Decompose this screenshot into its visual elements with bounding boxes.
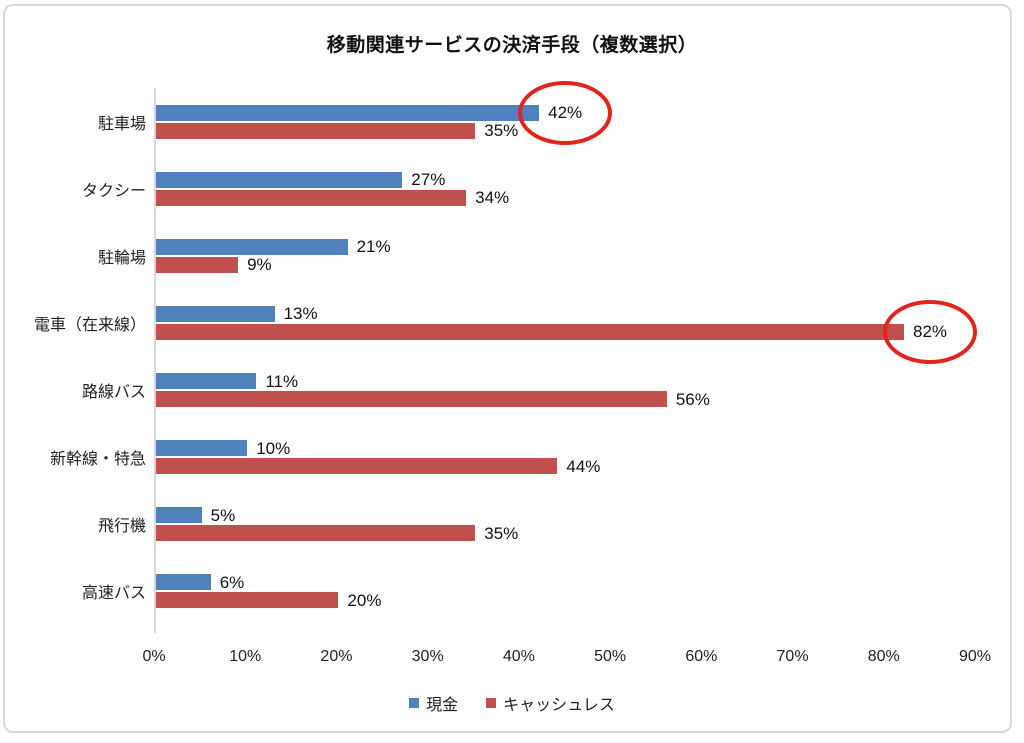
x-tick-label-1: 0% (142, 648, 166, 665)
value-label-s1-c8: 6% (219, 572, 245, 592)
bar-s1-c4 (156, 305, 275, 322)
category-label-4: 電車（在来線） (33, 316, 146, 334)
bar-row-s2-c8: 20% (156, 590, 977, 610)
x-tick-label-7: 60% (685, 648, 718, 665)
bar-s2-c5 (156, 391, 667, 408)
category-label-5: 路線バス (81, 384, 146, 402)
legend-item-cashless: キャッシュレス (486, 691, 615, 715)
bar-row-s1-c6: 10% (156, 438, 977, 458)
x-tick-label-2: 10% (229, 648, 262, 665)
bar-row-s1-c7: 5% (156, 505, 977, 525)
category-axis: 駐車場タクシー駐輪場電車（在来線） 路線バス新幹線・特急飛行機高速バス (0, 88, 146, 625)
bar-s2-c8 (156, 592, 339, 609)
value-label-s1-c6: 10% (256, 438, 291, 458)
legend: 現金 キャッシュレス (0, 691, 1024, 715)
bar-group-8: 6% 20% (156, 558, 977, 625)
value-label-s2-c2: 34% (475, 188, 510, 208)
bar-group-7: 5% 35% (156, 491, 977, 558)
x-tick-label-3: 20% (320, 648, 353, 665)
value-label-s2-c8: 20% (347, 590, 382, 610)
category-label-7: 飛行機 (97, 518, 146, 536)
bar-s1-c3 (156, 238, 348, 255)
bar-group-3: 21% 9% (156, 222, 977, 289)
category-label-8: 高速バス (81, 585, 146, 603)
value-label-s1-c3: 21% (356, 237, 391, 257)
bar-row-s2-c1: 35% (156, 121, 977, 141)
x-tick-label-5: 40% (502, 648, 535, 665)
bar-row-s1-c2: 27% (156, 170, 977, 190)
category-label-2: タクシー (81, 182, 146, 200)
annotated-value-label-s1-c1: 42% (548, 103, 583, 123)
value-label-s2-c3: 9% (247, 255, 272, 275)
annotated-value-label-s2-c4: 82% (913, 322, 948, 342)
bar-s1-c1 (156, 104, 540, 121)
value-label-s1-c5: 11% (265, 371, 299, 391)
x-axis: 0% 10% 20% 30% 40% 50% 60% 70% 80% 90% (142, 648, 991, 670)
x-tick-label-9: 80% (867, 648, 900, 665)
bar-row-s1-c5: 11% (156, 371, 977, 391)
bar-group-1: 42% 35% (156, 88, 977, 155)
value-label-s2-c5: 56% (675, 389, 710, 409)
bar-s1-c7 (156, 507, 202, 524)
value-label-s2-c1: 35% (484, 121, 519, 141)
plot-area: 42% 35% 27% 34% 21% 9% 13% 82% 11% 56% 10% 44% 5% 35%… (154, 88, 977, 633)
bar-s2-c1 (156, 122, 476, 139)
legend-label-cashless: キャッシュレス (503, 697, 615, 714)
legend-item-cash: 現金 (409, 691, 458, 715)
bar-s2-c7 (156, 525, 476, 542)
bar-row-s1-c8: 6% (156, 572, 977, 592)
x-tick-label-4: 30% (411, 648, 444, 665)
bar-row-s2-c2: 34% (156, 188, 977, 208)
bar-s1-c5 (156, 373, 257, 390)
category-label-1: 駐車場 (97, 115, 146, 133)
legend-swatch-cash-icon (409, 698, 420, 708)
bar-group-6: 10% 44% (156, 424, 977, 491)
bar-row-s2-c3: 9% (156, 255, 977, 275)
bar-s1-c2 (156, 171, 403, 188)
bar-row-s1-c1: 42% (156, 103, 977, 123)
bar-group-5: 11% 56% (156, 357, 977, 424)
x-tick-label-8: 70% (776, 648, 809, 665)
value-label-s2-c6: 44% (566, 456, 601, 476)
bar-s1-c6 (156, 440, 248, 457)
bar-s2-c3 (156, 256, 239, 273)
bar-group-2: 27% 34% (156, 155, 977, 222)
value-label-s1-c7: 5% (210, 505, 236, 525)
bar-row-s2-c4: 82% (156, 322, 977, 342)
bar-s2-c2 (156, 189, 467, 206)
bar-s2-c4 (156, 323, 905, 340)
legend-label-cash: 現金 (426, 697, 459, 714)
x-tick-label-10: 90% (958, 648, 992, 665)
bar-row-s2-c5: 56% (156, 389, 977, 409)
category-label-3: 駐輪場 (97, 249, 146, 267)
category-label-6: 新幹線・特急 (49, 451, 146, 469)
chart-title: 移動関連サービスの決済手段（複数選択） (326, 35, 698, 56)
bar-s1-c8 (156, 574, 211, 591)
value-label-s1-c2: 27% (411, 170, 446, 190)
x-tick-label-6: 50% (594, 648, 627, 665)
value-label-s2-c7: 35% (484, 523, 519, 543)
bar-s2-c6 (156, 458, 558, 475)
value-label-s1-c4: 13% (283, 304, 318, 324)
bar-group-4: 13% 82% (156, 289, 977, 356)
bar-row-s2-c7: 35% (156, 523, 977, 543)
bar-row-s1-c4: 13% (156, 304, 977, 324)
legend-swatch-cashless-icon (486, 698, 497, 708)
bar-row-s1-c3: 21% (156, 237, 977, 257)
bar-row-s2-c6: 44% (156, 456, 977, 476)
